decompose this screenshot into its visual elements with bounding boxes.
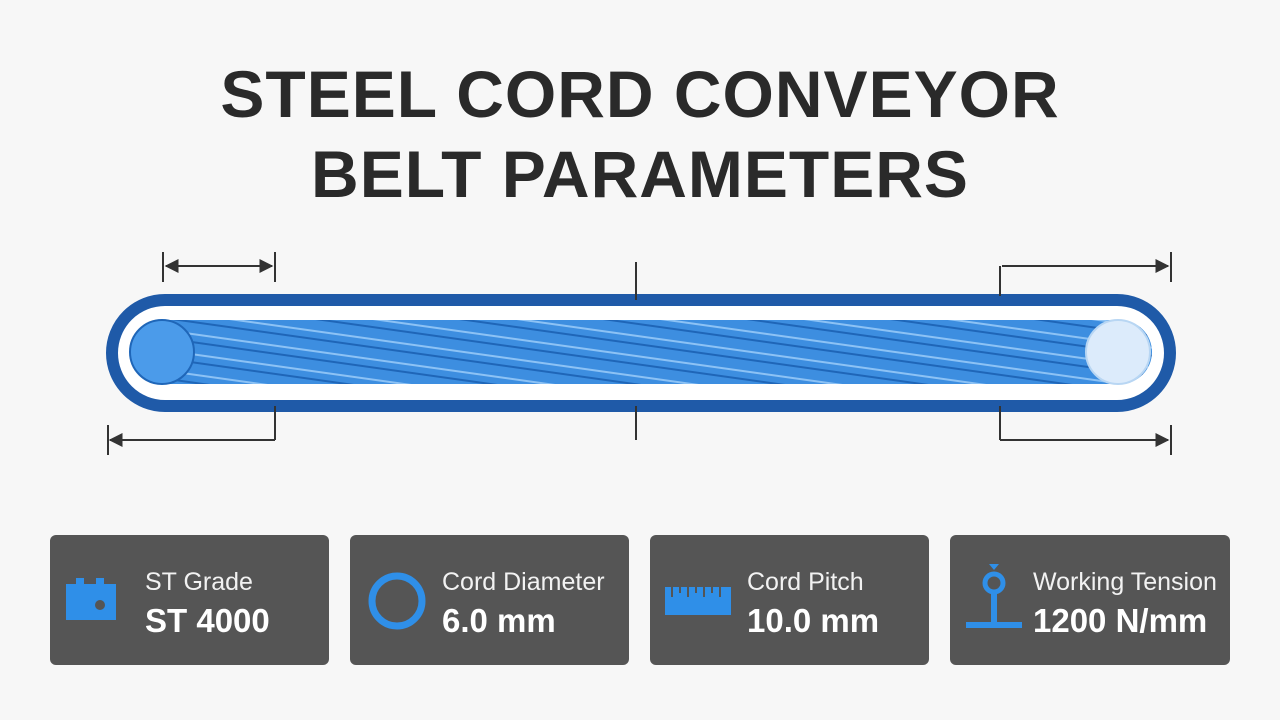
title-line: STEEL CORD CONVEYOR <box>220 57 1059 131</box>
card-label: Cord Pitch <box>747 568 864 596</box>
card: Cord Pitch 10.0 mm <box>650 535 929 665</box>
card-label: Cord Diameter <box>442 568 605 596</box>
card-value: 10.0 mm <box>747 602 879 639</box>
card-value: 1200 N/mm <box>1033 602 1207 639</box>
belt-diagram <box>106 252 1176 455</box>
card-label: Working Tension <box>1033 568 1217 596</box>
title-line: BELT PARAMETERS <box>311 137 969 211</box>
card-value: 6.0 mm <box>442 602 556 639</box>
card: Cord Diameter 6.0 mm <box>350 535 629 665</box>
card: ST Grade ST 4000 <box>50 535 329 665</box>
card-label: ST Grade <box>145 568 253 596</box>
card-value: ST 4000 <box>145 602 270 639</box>
card: Working Tension 1200 N/mm <box>950 535 1230 665</box>
